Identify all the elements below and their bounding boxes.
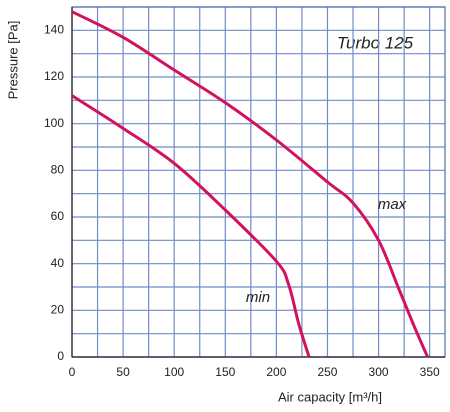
x-axis-label: Air capacity [m³/h] [278, 389, 382, 404]
x-tick-label: 100 [164, 365, 184, 379]
curve [71, 10, 430, 358]
y-tick-label: 80 [51, 163, 65, 177]
y-tick-label: 100 [44, 116, 64, 130]
curve [71, 94, 311, 358]
series-label: max [378, 196, 407, 213]
y-tick-label: 120 [44, 69, 64, 83]
x-tick-label: 50 [116, 365, 130, 379]
y-tick-label: 60 [51, 209, 65, 223]
y-tick-label: 140 [44, 23, 64, 37]
series-label: min [246, 289, 270, 306]
x-tick-label: 350 [420, 365, 440, 379]
y-axis-label: Pressure [Pa] [5, 21, 20, 100]
y-tick-label: 20 [51, 303, 65, 317]
x-tick-label: 250 [317, 365, 337, 379]
chart-title: Turbo 125 [337, 33, 414, 52]
x-tick-label: 300 [369, 365, 389, 379]
x-tick-label: 150 [215, 365, 235, 379]
x-tick-label: 0 [69, 365, 76, 379]
y-tick-label: 40 [51, 256, 65, 270]
y-tick-label: 0 [57, 349, 64, 363]
x-tick-label: 200 [266, 365, 286, 379]
